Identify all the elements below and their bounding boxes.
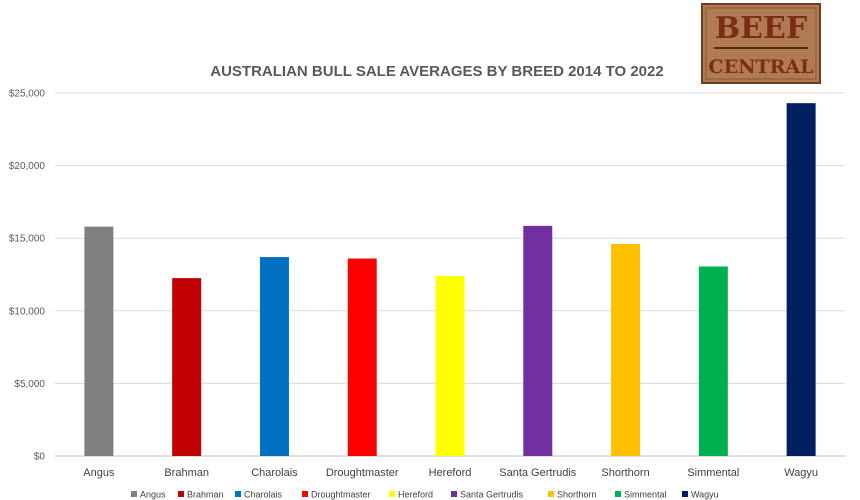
legend-swatch	[615, 491, 621, 497]
logo-line-1: BEEF	[715, 11, 807, 46]
legend-label: Wagyu	[691, 490, 719, 500]
legend-swatch	[389, 491, 395, 497]
legend-label: Simmental	[624, 490, 667, 500]
x-axis-ticks: Angus Brahman Charolais Droughtmaster Herefo…	[83, 467, 818, 479]
legend-item: Brahman	[178, 490, 224, 500]
y-tick-label: $10,000	[9, 306, 46, 317]
y-axis-ticks: $0 $5,000 $10,000 $15,000 $20,000 $25,000	[9, 89, 46, 463]
bar-angus	[84, 226, 114, 456]
legend-item: Angus	[131, 490, 166, 500]
x-tick-label: Hereford	[429, 467, 472, 479]
legend-item: Hereford	[389, 490, 433, 500]
legend-label: Santa Gertrudis	[460, 490, 524, 500]
legend-item: Charolais	[235, 490, 283, 500]
logo-line-2: CENTRAL	[708, 56, 813, 78]
legend-label: Hereford	[398, 490, 433, 500]
x-tick-label: Wagyu	[784, 467, 818, 479]
y-tick-label: $25,000	[9, 89, 46, 100]
y-tick-label: $20,000	[9, 161, 46, 172]
legend-item: Santa Gertrudis	[451, 490, 524, 500]
bars	[84, 103, 816, 456]
x-tick-label: Brahman	[164, 467, 209, 479]
legend-swatch	[682, 491, 688, 497]
bar-charolais	[259, 257, 289, 456]
legend-label: Shorthorn	[557, 490, 597, 500]
x-tick-label: Santa Gertrudis	[499, 467, 577, 479]
bar-brahman	[172, 278, 202, 456]
legend-swatch	[548, 491, 554, 497]
chart-title: AUSTRALIAN BULL SALE AVERAGES BY BREED 2…	[210, 63, 663, 80]
legend-swatch	[302, 491, 308, 497]
x-tick-label: Angus	[83, 467, 115, 479]
legend: Angus Brahman Charolais Droughtmaster Herefo…	[131, 490, 719, 500]
beef-central-logo: BEEF CENTRAL	[701, 3, 821, 84]
x-tick-label: Simmental	[687, 467, 739, 479]
bar-droughtmaster	[347, 258, 377, 456]
legend-swatch	[451, 491, 457, 497]
x-tick-label: Charolais	[251, 467, 298, 479]
legend-label: Droughtmaster	[311, 490, 371, 500]
legend-swatch	[178, 491, 184, 497]
legend-item: Shorthorn	[548, 490, 597, 500]
legend-item: Simmental	[615, 490, 667, 500]
bar-santa-gertrudis	[523, 225, 553, 456]
bar-simmental	[698, 266, 728, 456]
bar-wagyu	[786, 103, 816, 456]
legend-swatch	[131, 491, 137, 497]
x-tick-label: Shorthorn	[601, 467, 649, 479]
bar-hereford	[435, 275, 465, 456]
legend-label: Angus	[140, 490, 166, 500]
legend-item: Droughtmaster	[302, 490, 371, 500]
legend-item: Wagyu	[682, 490, 719, 500]
y-tick-label: $15,000	[9, 234, 46, 245]
legend-label: Charolais	[244, 490, 283, 500]
legend-label: Brahman	[187, 490, 224, 500]
legend-swatch	[235, 491, 241, 497]
x-tick-label: Droughtmaster	[326, 467, 399, 479]
bar-shorthorn	[611, 244, 641, 456]
y-tick-label: $5,000	[14, 379, 45, 390]
y-tick-label: $0	[34, 452, 46, 463]
